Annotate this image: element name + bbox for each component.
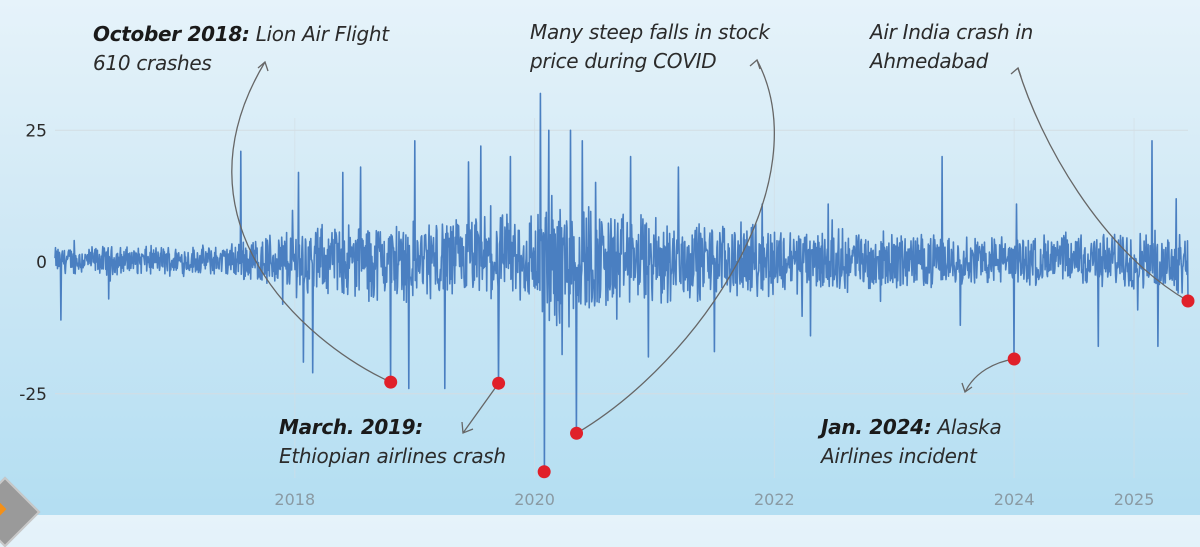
gridlines [55,118,1188,478]
series-path [54,92,1189,473]
annotation-arrow-air-india [1017,67,1189,302]
annotation-arrow-covid [576,59,775,434]
arrow-head-icon [961,382,973,394]
annotation-ethiopian: March. 2019: Ethiopian airlines crash [279,413,506,471]
annotation-lion-air: October 2018: Lion Air Flight 610 crashe… [93,20,389,78]
annotation-alaska-text2: Airlines incident [821,444,977,468]
annotation-arrow-alaska [964,358,1015,393]
annotation-lion-air-text: Lion Air Flight [255,22,389,46]
annotation-alaska: Jan. 2024: Alaska Airlines incident [821,413,1002,471]
x-tick-label: 2022 [754,490,795,509]
x-tick-label: 2020 [514,490,555,509]
highlight-points [384,294,1195,479]
stock-change-chart: 25 0 -25 2018 2020 2022 2024 2025 [19,58,1195,509]
series-line [54,92,1189,473]
annotation-ethiopian-date: March. 2019: [279,415,423,439]
annotation-lion-air-text2: 610 crashes [93,51,212,75]
annotation-alaska-date: Jan. 2024: [821,415,932,439]
y-tick-label: -25 [19,385,47,405]
annotation-arrow-lion-air [231,61,391,383]
annotation-alaska-text: Alaska [937,415,1002,439]
annotation-air-india: Air India crash in Ahmedabad [870,18,1033,76]
highlight-point [384,375,398,389]
y-tick-label: 0 [36,253,47,273]
highlight-point [492,376,506,390]
y-tick-label: 25 [25,121,47,141]
arrow-head-icon [749,58,761,70]
arrow-head-icon [461,421,474,434]
annotation-air-india-text: Air India crash in [870,20,1034,44]
highlight-point [537,465,551,479]
annotation-lion-air-date: October 2018: [93,22,250,46]
corner-badge-accent [0,499,7,520]
highlight-point [570,426,584,440]
annotation-arrow-ethiopian [462,382,500,434]
annotation-covid: Many steep falls in stock price during C… [530,18,770,76]
annotation-covid-text: Many steep falls in stock [530,20,770,44]
x-tick-label: 2018 [274,490,315,509]
arrow-head-icon [257,60,269,72]
y-axis-ticks: 25 0 -25 [19,121,47,405]
x-tick-label: 2024 [994,490,1035,509]
x-tick-label: 2025 [1114,490,1155,509]
highlight-point [1007,352,1021,366]
arrow-head-icon [1010,66,1022,78]
annotation-covid-text2: price during COVID [530,49,717,73]
annotation-ethiopian-text2: Ethiopian airlines crash [279,444,506,468]
annotation-air-india-text2: Ahmedabad [870,49,989,73]
highlight-point [1181,294,1195,308]
x-axis-ticks: 2018 2020 2022 2024 2025 [274,490,1154,509]
